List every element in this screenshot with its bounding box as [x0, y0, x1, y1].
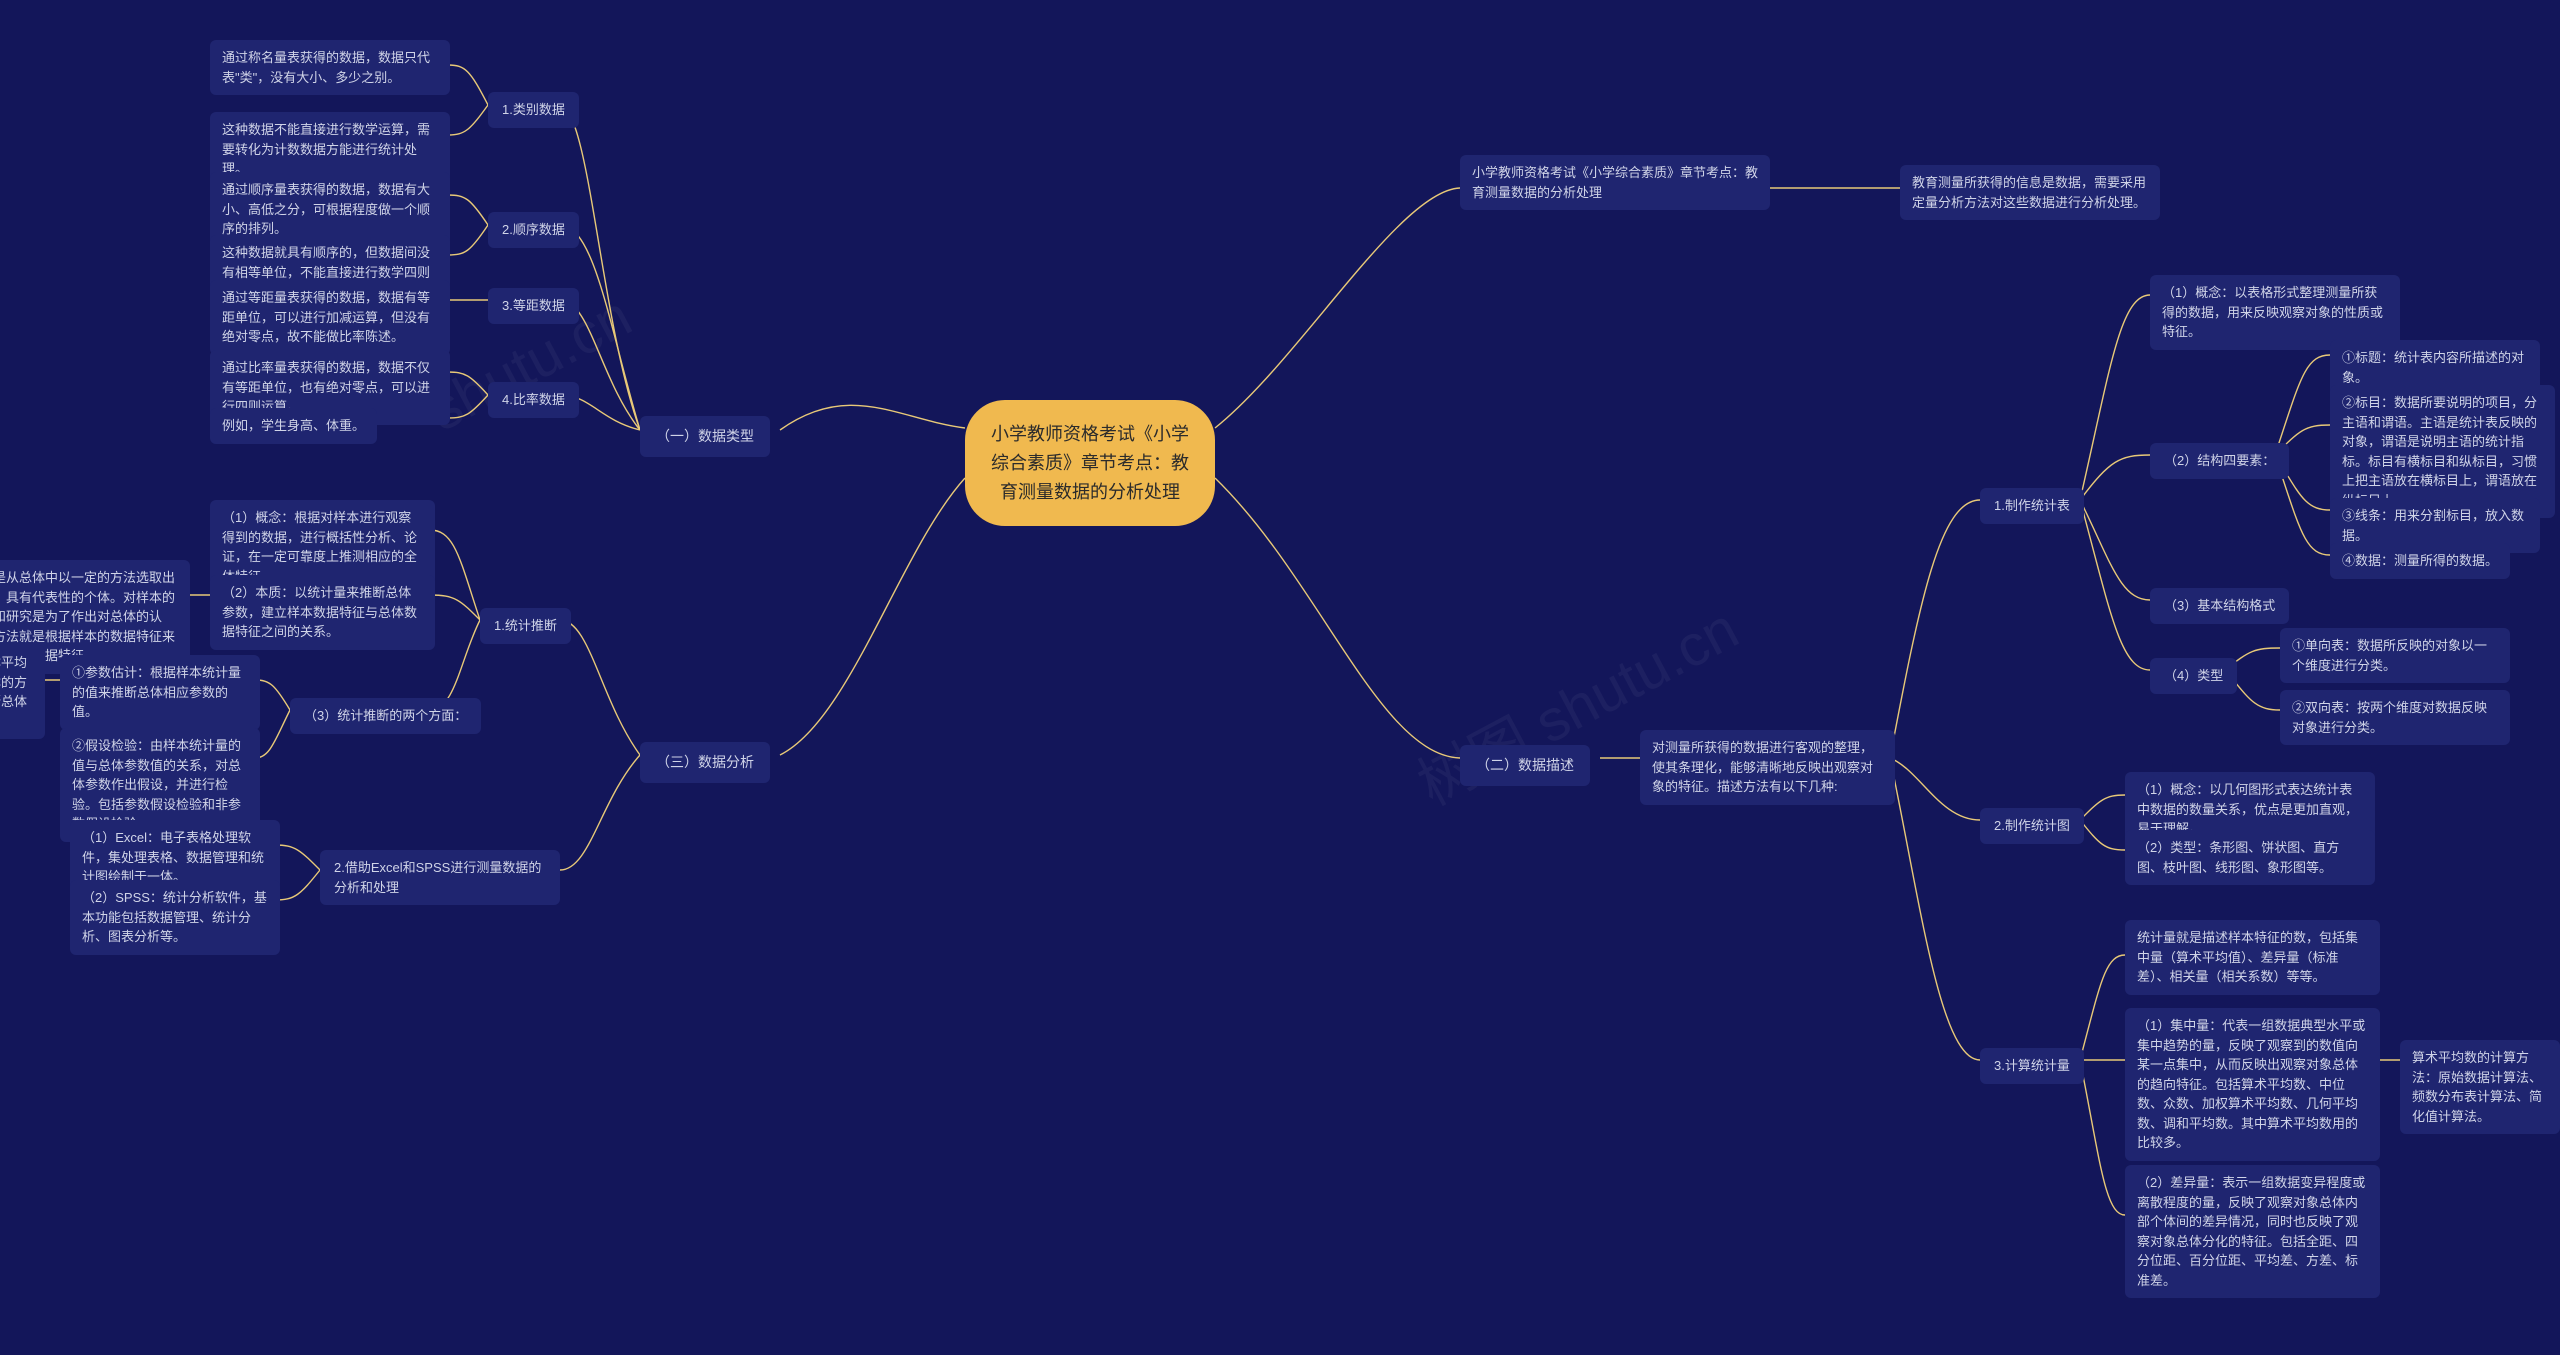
a-c4-d2: 例如，学生身高、体重。 [210, 408, 377, 444]
b-t3-d1: （1）集中量：代表一组数据典型水平或集中趋势的量，反映了观察到的数值向某一点集中… [2125, 1008, 2380, 1161]
b-t3-d1b: 算术平均数的计算方法：原始数据计算法、频数分布表计算法、简化值计算法。 [2400, 1040, 2560, 1134]
a-c3: 3.等距数据 [488, 288, 579, 324]
b-t1-d4-e2: ②双向表：按两个维度对数据反映对象进行分类。 [2280, 690, 2510, 745]
b-t3: 3.计算统计量 [1980, 1048, 2084, 1084]
gate-a: （一）数据类型 [640, 416, 770, 457]
b-t1-d1: （1）概念：以表格形式整理测量所获得的数据，用来反映观察对象的性质或特征。 [2150, 275, 2400, 350]
b-t1: 1.制作统计表 [1980, 488, 2084, 524]
b-t1-d4-e1: ①单向表：数据所反映的对象以一个维度进行分类。 [2280, 628, 2510, 683]
a-c3-d1: 通过等距量表获得的数据，数据有等距单位，可以进行加减运算，但没有绝对零点，故不能… [210, 280, 450, 355]
b-t3-d2: （2）差异量：表示一组数据变异程度或离散程度的量，反映了观察对象总体内部个体间的… [2125, 1165, 2380, 1298]
topright-title: 小学教师资格考试《小学综合素质》章节考点：教育测量数据的分析处理 [1460, 155, 1770, 210]
b-t1-d3: （3）基本结构格式 [2150, 588, 2289, 624]
center-topic: 小学教师资格考试《小学综合素质》章节考点：教育测量数据的分析处理 [965, 400, 1215, 526]
c-t1-d3-e1b: 包括根据样本平均数推断总体平均数、根据样本的方差推断总体的方差、根据样本的相关系… [0, 645, 45, 739]
a-c4: 4.比率数据 [488, 382, 579, 418]
a-c1: 1.类别数据 [488, 92, 579, 128]
gate-b: （二）数据描述 [1460, 745, 1590, 786]
c-t1-d3-e1: ①参数估计：根据样本统计量的值来推断总体相应参数的值。 [60, 655, 260, 730]
c-t1-d3: （3）统计推断的两个方面： [290, 698, 481, 734]
b-t2: 2.制作统计图 [1980, 808, 2084, 844]
b-t1-d2-e4: ④数据：测量所得的数据。 [2330, 543, 2510, 579]
b-t1-d2: （2）结构四要素： [2150, 443, 2289, 479]
c-t2: 2.借助Excel和SPSS进行测量数据的分析和处理 [320, 850, 560, 905]
b-desc: 对测量所获得的数据进行客观的整理，使其条理化，能够清晰地反映出观察对象的特征。描… [1640, 730, 1895, 805]
gate-c: （三）数据分析 [640, 742, 770, 783]
c-t2-d2: （2）SPSS：统计分析软件，基本功能包括数据管理、统计分析、图表分析等。 [70, 880, 280, 955]
a-c2: 2.顺序数据 [488, 212, 579, 248]
b-t3-d0: 统计量就是描述样本特征的数，包括集中量（算术平均值）、差异量（标准差）、相关量（… [2125, 920, 2380, 995]
c-t1-d2: （2）本质：以统计量来推断总体参数，建立样本数据特征与总体数据特征之间的关系。 [210, 575, 435, 650]
b-t2-d2: （2）类型：条形图、饼状图、直方图、枝叶图、线形图、象形图等。 [2125, 830, 2375, 885]
b-t1-d4: （4）类型 [2150, 658, 2237, 694]
c-t1: 1.统计推断 [480, 608, 571, 644]
a-c1-d1: 通过称名量表获得的数据，数据只代表"类"，没有大小、多少之别。 [210, 40, 450, 95]
topright-desc: 教育测量所获得的信息是数据，需要采用定量分析方法对这些数据进行分析处理。 [1900, 165, 2160, 220]
